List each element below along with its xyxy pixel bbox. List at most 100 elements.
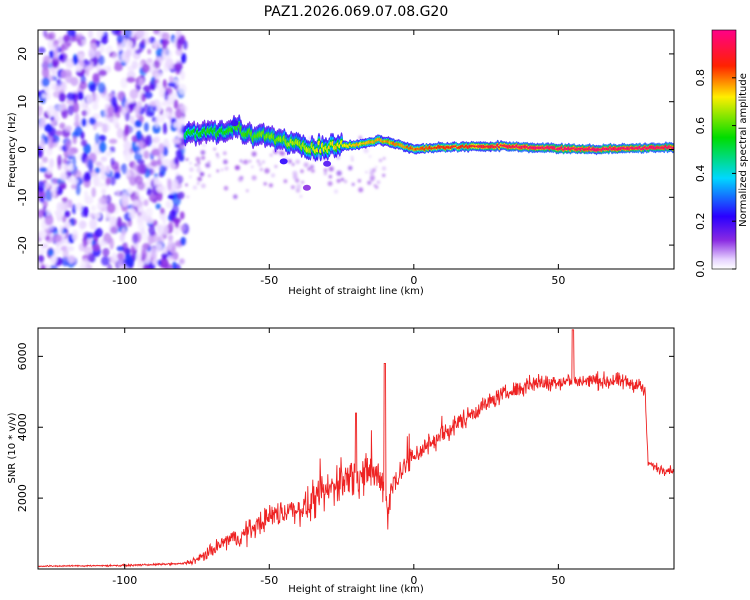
noise-blob	[173, 156, 179, 165]
noise-blob	[60, 173, 68, 181]
noise-blob	[161, 224, 169, 235]
noise-blob	[274, 165, 278, 168]
noise-blob	[195, 156, 201, 162]
noise-blob	[205, 162, 211, 168]
noise-blob	[81, 118, 87, 127]
snr-x-ticks: -100 -50 0 50	[112, 328, 565, 587]
noise-blob	[71, 229, 79, 241]
noise-blob	[79, 81, 88, 90]
colorbar-tick-label: 0.2	[694, 212, 707, 230]
noise-blob	[45, 166, 53, 175]
noise-blob	[156, 112, 166, 123]
noise-blob	[157, 259, 162, 266]
noise-blob	[179, 224, 186, 232]
noise-blob	[57, 154, 62, 166]
noise-blob	[66, 245, 75, 252]
noise-blob	[299, 194, 303, 198]
noise-blob	[76, 91, 84, 101]
noise-blob	[44, 91, 51, 101]
colorbar-tick-label: 0.6	[694, 117, 707, 135]
colorbar: 0.0 0.2 0.4 0.6 0.8 Normalized spectral ampl…	[694, 29, 749, 278]
noise-blob	[71, 203, 77, 215]
noise-blob	[53, 234, 63, 243]
noise-blob	[110, 226, 118, 234]
noise-blob	[160, 207, 165, 215]
noise-blob	[351, 182, 355, 186]
noise-blob	[303, 162, 309, 168]
noise-blob	[144, 37, 151, 45]
noise-blob	[207, 174, 211, 178]
noise-blob	[102, 247, 110, 257]
noise-blob	[245, 189, 249, 193]
noise-blob	[109, 175, 116, 186]
noise-blob	[327, 181, 333, 187]
noise-blob	[89, 212, 95, 219]
noise-blob	[133, 105, 140, 115]
y-tick-label: -10	[16, 188, 29, 206]
noise-blob	[161, 252, 168, 260]
noise-blob	[40, 264, 46, 269]
noise-blob	[162, 122, 168, 135]
noise-blob	[58, 181, 67, 188]
noise-blob	[87, 252, 95, 263]
noise-blob	[41, 93, 46, 99]
noise-blob	[87, 158, 94, 170]
noise-blob	[171, 203, 179, 216]
noise-blob	[42, 55, 51, 66]
noise-blob	[66, 92, 76, 101]
noise-blob	[123, 150, 133, 162]
noise-blob	[135, 130, 142, 141]
noise-blob	[92, 143, 99, 154]
noise-blob	[375, 165, 378, 169]
noise-blob	[61, 197, 68, 203]
noise-blob	[213, 147, 216, 151]
noise-blob	[101, 188, 107, 195]
noise-blob	[301, 180, 305, 184]
noise-blob	[251, 175, 257, 181]
noise-blob	[67, 199, 73, 209]
x-tick-label: 0	[410, 274, 417, 287]
noise-blob	[174, 263, 181, 269]
noise-blob	[60, 245, 68, 252]
noise-blob	[61, 256, 70, 267]
noise-blob	[291, 163, 295, 166]
noise-blob	[175, 47, 183, 57]
noise-blob	[347, 165, 353, 171]
noise-blob	[46, 105, 56, 117]
noise-blob	[363, 147, 369, 154]
signal-track	[183, 114, 674, 191]
noise-blob	[224, 166, 229, 171]
noise-blob	[268, 183, 273, 188]
noise-blob	[107, 263, 113, 269]
noise-blob	[105, 177, 111, 186]
noise-blob	[162, 246, 168, 254]
noise-blob	[41, 66, 50, 79]
noise-blob	[70, 183, 78, 190]
noise-blob	[42, 205, 47, 217]
noise-blob	[80, 258, 89, 267]
y-tick-label: 0	[16, 146, 29, 153]
noise-blob	[188, 175, 192, 179]
noise-blob	[126, 76, 136, 83]
noise-blob	[234, 165, 240, 171]
noise-blob	[105, 211, 111, 220]
noise-blob	[116, 91, 125, 101]
noise-blob	[78, 52, 84, 60]
noise-blob	[38, 254, 45, 263]
noise-blob	[155, 203, 161, 210]
noise-blob	[137, 205, 144, 213]
noise-blob	[67, 255, 76, 264]
signal-fragment	[279, 158, 288, 165]
noise-blob	[200, 150, 206, 155]
noise-blob	[133, 199, 139, 206]
noise-blob	[60, 69, 67, 79]
noise-blob	[369, 170, 375, 176]
noise-blob	[167, 240, 173, 250]
noise-blob	[239, 159, 243, 163]
noise-blob	[162, 216, 167, 225]
noise-blob	[248, 159, 252, 163]
noise-blob	[373, 184, 377, 187]
noise-blob	[59, 122, 66, 130]
noise-blob	[153, 177, 158, 186]
noise-blob	[300, 169, 304, 173]
